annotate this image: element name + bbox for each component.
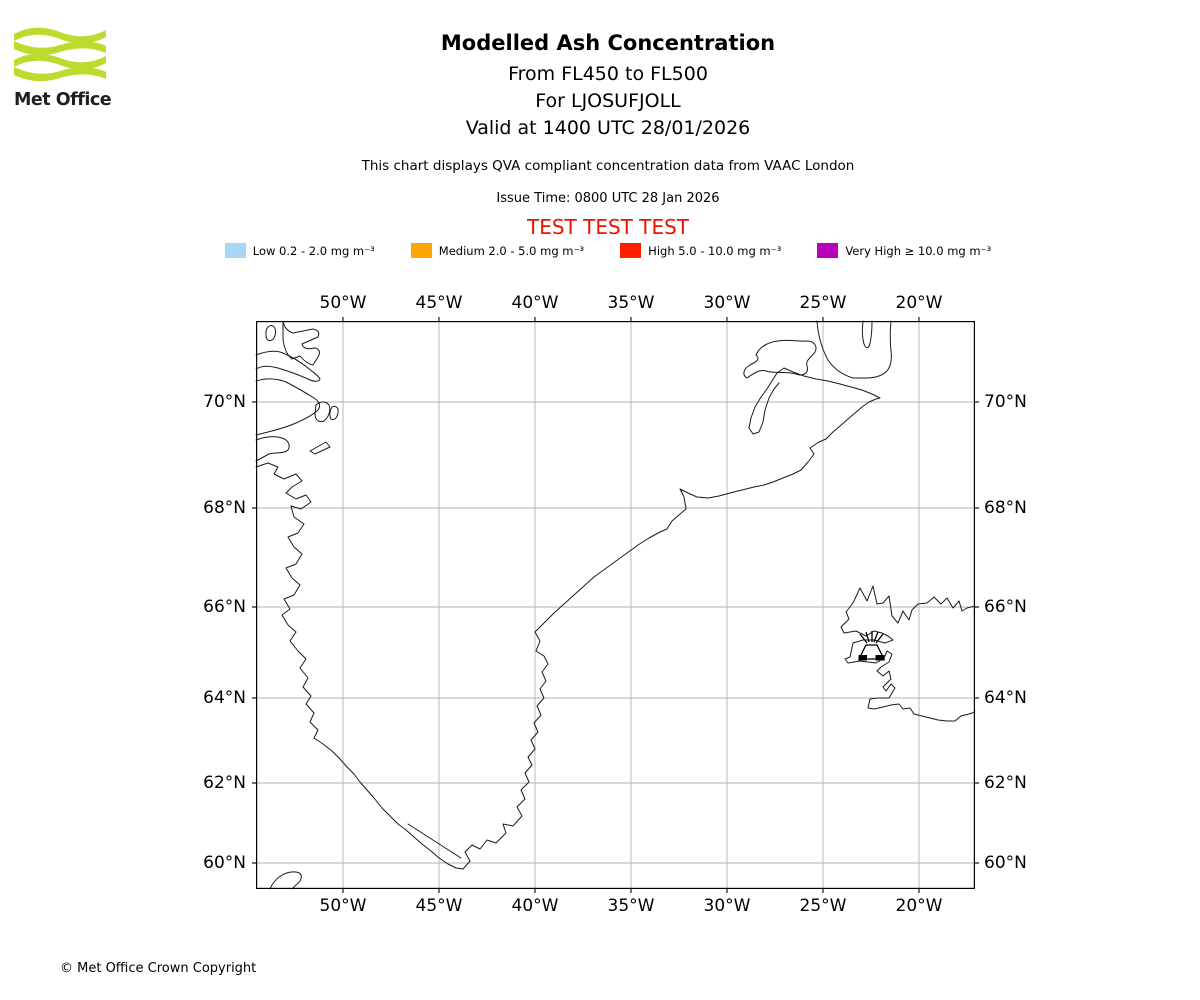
map-canvas	[252, 317, 979, 893]
greenland-coastline	[255, 367, 881, 870]
lon-label-top-30°W: 30°W	[703, 293, 751, 313]
legend-swatch-high	[620, 243, 642, 258]
lat-label-left-66°N: 66°N	[203, 597, 246, 617]
lon-label-bottom-20°W: 20°W	[895, 896, 943, 916]
lon-label-top-20°W: 20°W	[895, 293, 943, 313]
lon-label-top-50°W: 50°W	[319, 293, 367, 313]
lat-label-left-62°N: 62°N	[203, 773, 246, 793]
greenland-west-fjords	[255, 320, 339, 462]
subtitle-volcano: For LJOSUFJOLL	[535, 90, 681, 112]
legend-label-very-high: Very High ≥ 10.0 mg m⁻³	[845, 243, 992, 258]
legend-swatch-medium	[410, 243, 432, 258]
legend-item-high: High 5.0 - 10.0 mg m⁻³	[620, 243, 781, 258]
map-border	[256, 321, 975, 889]
map-gridlines	[256, 321, 975, 889]
lon-label-bottom-50°W: 50°W	[319, 896, 367, 916]
lat-label-right-66°N: 66°N	[984, 597, 1027, 617]
iceland-coastline	[840, 585, 976, 722]
lon-label-top-25°W: 25°W	[799, 293, 847, 313]
subtitle-valid-time: Valid at 1400 UTC 28/01/2026	[465, 117, 751, 139]
volcano-icon	[857, 631, 886, 661]
greenland-south-islet	[269, 871, 302, 890]
legend-item-low: Low 0.2 - 2.0 mg m⁻³	[224, 243, 375, 258]
lat-label-right-60°N: 60°N	[984, 853, 1027, 873]
page-title: Modelled Ash Concentration	[440, 31, 776, 55]
lon-label-top-40°W: 40°W	[511, 293, 559, 313]
lat-label-right-62°N: 62°N	[984, 773, 1027, 793]
subtitle-flight-levels: From FL450 to FL500	[508, 63, 708, 85]
legend-item-medium: Medium 2.0 - 5.0 mg m⁻³	[410, 243, 585, 258]
met-office-waves-icon	[14, 27, 106, 82]
lat-label-left-60°N: 60°N	[203, 853, 246, 873]
test-banner: TEST TEST TEST	[526, 215, 689, 239]
lon-label-bottom-30°W: 30°W	[703, 896, 751, 916]
lat-label-left-70°N: 70°N	[203, 392, 246, 412]
legend: Low 0.2 - 2.0 mg m⁻³ Medium 2.0 - 5.0 mg …	[16, 243, 1200, 258]
legend-label-low: Low 0.2 - 2.0 mg m⁻³	[252, 243, 375, 258]
map-ticks	[252, 317, 979, 893]
lat-label-left-64°N: 64°N	[203, 688, 246, 708]
qva-description: This chart displays QVA compliant concen…	[361, 158, 855, 174]
jameson-land	[816, 320, 892, 379]
legend-item-very-high: Very High ≥ 10.0 mg m⁻³	[817, 243, 991, 258]
lon-label-bottom-25°W: 25°W	[799, 896, 847, 916]
met-office-logo-text: Met Office	[14, 90, 112, 110]
lon-label-bottom-35°W: 35°W	[607, 896, 655, 916]
lon-label-top-35°W: 35°W	[607, 293, 655, 313]
lon-label-bottom-40°W: 40°W	[511, 896, 559, 916]
legend-swatch-low	[224, 243, 246, 258]
legend-label-medium: Medium 2.0 - 5.0 mg m⁻³	[438, 243, 585, 258]
greenland-sw-inlet	[407, 823, 462, 859]
issue-time: Issue Time: 0800 UTC 28 Jan 2026	[496, 191, 720, 206]
copyright-text: © Met Office Crown Copyright	[60, 961, 257, 976]
met-office-logo: Met Office	[14, 26, 124, 110]
lat-label-left-68°N: 68°N	[203, 498, 246, 518]
lat-label-right-70°N: 70°N	[984, 392, 1027, 412]
legend-label-high: High 5.0 - 10.0 mg m⁻³	[648, 243, 782, 258]
lat-label-right-68°N: 68°N	[984, 498, 1027, 518]
liverpool-land-fjord	[861, 320, 873, 349]
milne-land-island	[743, 339, 817, 379]
legend-swatch-very-high	[817, 243, 839, 258]
lon-label-top-45°W: 45°W	[415, 293, 463, 313]
lat-label-right-64°N: 64°N	[984, 688, 1027, 708]
lon-label-bottom-45°W: 45°W	[415, 896, 463, 916]
